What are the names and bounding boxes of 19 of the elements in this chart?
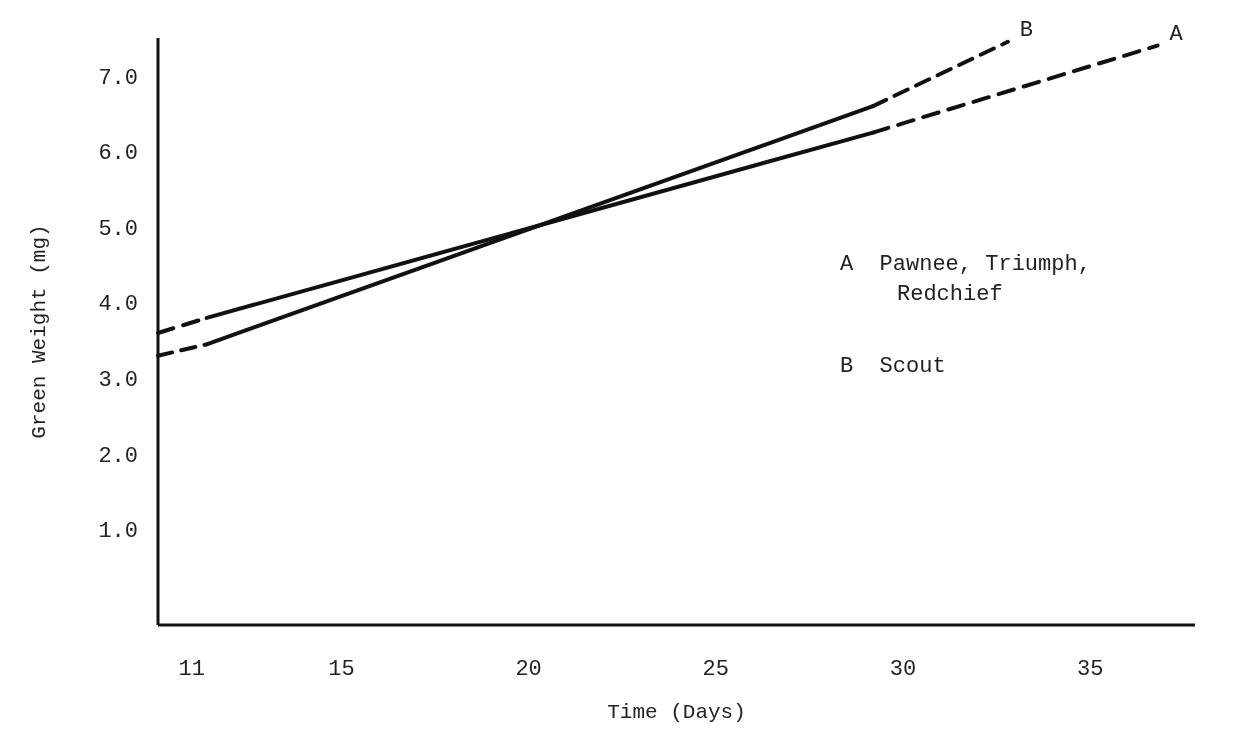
- x-tick-label: 20: [515, 657, 542, 682]
- y-tick-label: 7.0: [98, 65, 138, 91]
- y-tick-label: 1.0: [98, 519, 138, 545]
- x-tick-label: 35: [1076, 657, 1104, 682]
- y-axis-title: Green Weight (mg): [28, 224, 51, 439]
- x-tick-label: 30: [889, 657, 917, 682]
- y-tick-label: 3.0: [98, 368, 138, 394]
- y-tick-label: 5.0: [98, 216, 138, 242]
- annotation: A Pawnee, Triumph, Redchief: [840, 252, 1091, 307]
- y-tick-label: 6.0: [98, 141, 138, 167]
- x-tick-label: 15: [328, 657, 355, 682]
- y-tick-label: 2.0: [98, 443, 138, 469]
- annotation: B: [1019, 17, 1034, 43]
- y-tick-label: 4.0: [98, 292, 138, 318]
- annotation: B Scout: [840, 354, 946, 379]
- annotation: A: [1169, 21, 1184, 47]
- x-axis-title: Time (Days): [607, 701, 746, 724]
- x-tick-label: 25: [702, 657, 730, 682]
- x-tick-label: 11: [178, 657, 205, 682]
